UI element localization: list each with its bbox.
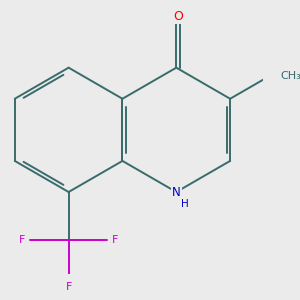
Text: F: F: [112, 236, 118, 245]
Text: O: O: [173, 10, 183, 23]
Text: H: H: [181, 199, 189, 209]
Text: N: N: [172, 185, 181, 199]
Text: CH₃: CH₃: [281, 71, 300, 81]
Text: F: F: [65, 282, 72, 292]
Text: F: F: [19, 236, 26, 245]
